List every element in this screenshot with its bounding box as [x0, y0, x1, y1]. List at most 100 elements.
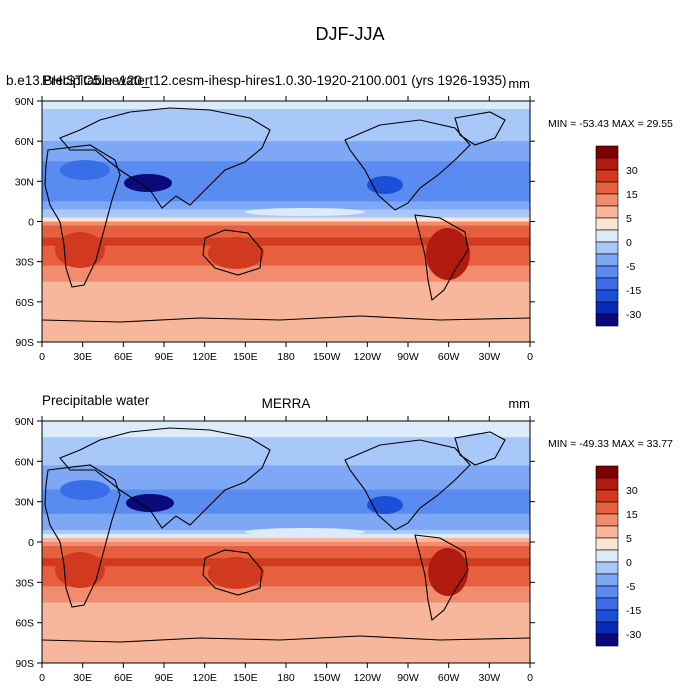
panel-2-greenland-weak — [458, 433, 502, 457]
field-band — [42, 205, 530, 211]
panel-2: Precipitable water MERRA mm MIN = -49.33… — [15, 393, 673, 684]
lat-tick-label: 90N — [15, 416, 34, 428]
field-band — [42, 654, 530, 660]
field-band — [42, 421, 530, 426]
field-band — [42, 457, 530, 462]
field-band — [42, 133, 530, 138]
colorbar-box — [595, 477, 619, 491]
field-band — [42, 129, 530, 134]
colorbar-label: -30 — [626, 629, 641, 641]
panel-1-samerica-high — [426, 228, 470, 280]
field-band — [42, 481, 530, 487]
panel-1-australia-high — [208, 237, 264, 269]
field-band — [42, 289, 530, 295]
panel-1-itcz-weak — [245, 208, 365, 216]
field-band — [42, 525, 530, 531]
field-band — [42, 517, 530, 523]
lat-tick-label: 60N — [15, 136, 34, 148]
field-band — [42, 622, 530, 628]
field-band — [42, 542, 530, 547]
field-band — [42, 281, 530, 287]
panel-1-land-antarctica — [42, 315, 530, 323]
colorbar-box — [595, 145, 619, 159]
field-band — [42, 329, 530, 335]
panel-1-stats: MIN = -53.43 MAX = 29.55 — [548, 118, 673, 130]
field-band — [42, 333, 530, 339]
main-title: DJF-JJA — [316, 24, 385, 44]
colorbar-box — [595, 277, 619, 291]
lat-tick-label: 60S — [15, 297, 34, 309]
colorbar-box — [595, 549, 619, 563]
panel-2-colorbar: 30 15 5 0 -5 -15 -30 — [595, 465, 641, 647]
colorbar-label: -5 — [626, 261, 635, 273]
panel-1-greenland-weak — [458, 113, 502, 137]
lat-tick-label: 90N — [15, 96, 34, 108]
field-band — [42, 550, 530, 555]
colorbar-box — [595, 537, 619, 551]
panel-1-africa-high — [55, 232, 105, 268]
lon-tick-label: 30W — [479, 351, 501, 363]
panel-1-ticks: 0 30E 60E 90E 120E 150E 180 150W 120W 90W 60W 30W 09… — [15, 96, 535, 363]
lon-tick-label: 120E — [192, 351, 217, 363]
field-band — [42, 185, 530, 190]
lon-tick-label: 30E — [73, 672, 92, 684]
colorbar-label: 30 — [626, 165, 638, 177]
field-band — [42, 237, 530, 243]
panel-1-land — [42, 107, 530, 323]
field-band — [42, 626, 530, 632]
panel-2-regional-anomalies — [55, 433, 502, 596]
field-band — [42, 153, 530, 158]
colorbar-box — [595, 561, 619, 575]
field-band — [42, 606, 530, 612]
field-band — [42, 614, 530, 620]
field-band — [42, 309, 530, 315]
field-band — [42, 461, 530, 466]
field-band — [42, 630, 530, 636]
lat-tick-label: 0 — [28, 537, 34, 549]
field-band — [42, 570, 530, 575]
field-band — [42, 193, 530, 198]
colorbar-box — [595, 253, 619, 267]
lat-tick-label: 90S — [15, 337, 34, 349]
field-band — [42, 521, 530, 527]
field-band — [42, 197, 530, 203]
field-band — [42, 149, 530, 154]
colorbar-box — [595, 217, 619, 231]
field-band — [42, 453, 530, 458]
field-band — [42, 658, 530, 663]
panel-2-itcz-weak — [245, 528, 365, 536]
lon-tick-label: 60W — [438, 351, 460, 363]
field-band — [42, 137, 530, 142]
lon-tick-label: 120W — [354, 672, 382, 684]
colorbar-box — [595, 205, 619, 219]
panel-1-sahara-low — [60, 160, 110, 180]
panel-1-colorbar: 30 15 5 0 -5 -15 -30 — [595, 145, 641, 327]
panel-1-left-title-overlay: Precipitable water — [42, 73, 150, 88]
field-band — [42, 429, 530, 434]
colorbar-box — [595, 157, 619, 171]
field-band — [42, 505, 530, 511]
panel-1-land-australia — [202, 229, 263, 276]
field-band — [42, 582, 530, 587]
colorbar-box — [595, 609, 619, 623]
panel-2-tibet-low — [126, 494, 174, 512]
colorbar-box — [595, 289, 619, 303]
lon-tick-label: 120W — [354, 351, 382, 363]
field-band — [42, 489, 530, 495]
field-band — [42, 449, 530, 454]
field-band — [42, 109, 530, 114]
colorbar-box — [595, 301, 619, 315]
panel-2-land-north-america — [344, 439, 471, 531]
lat-tick-label: 30N — [15, 176, 34, 188]
field-band — [42, 477, 530, 483]
field-band — [42, 473, 530, 479]
field-band — [42, 141, 530, 146]
panel-2-mexico-low — [367, 496, 403, 514]
panel-1-land-eurasia — [59, 107, 271, 209]
lon-tick-label: 30E — [73, 351, 92, 363]
lon-tick-label: 0 — [39, 672, 45, 684]
colorbar-label: -30 — [626, 309, 641, 321]
field-band — [42, 273, 530, 279]
field-band — [42, 594, 530, 600]
field-band — [42, 257, 530, 263]
